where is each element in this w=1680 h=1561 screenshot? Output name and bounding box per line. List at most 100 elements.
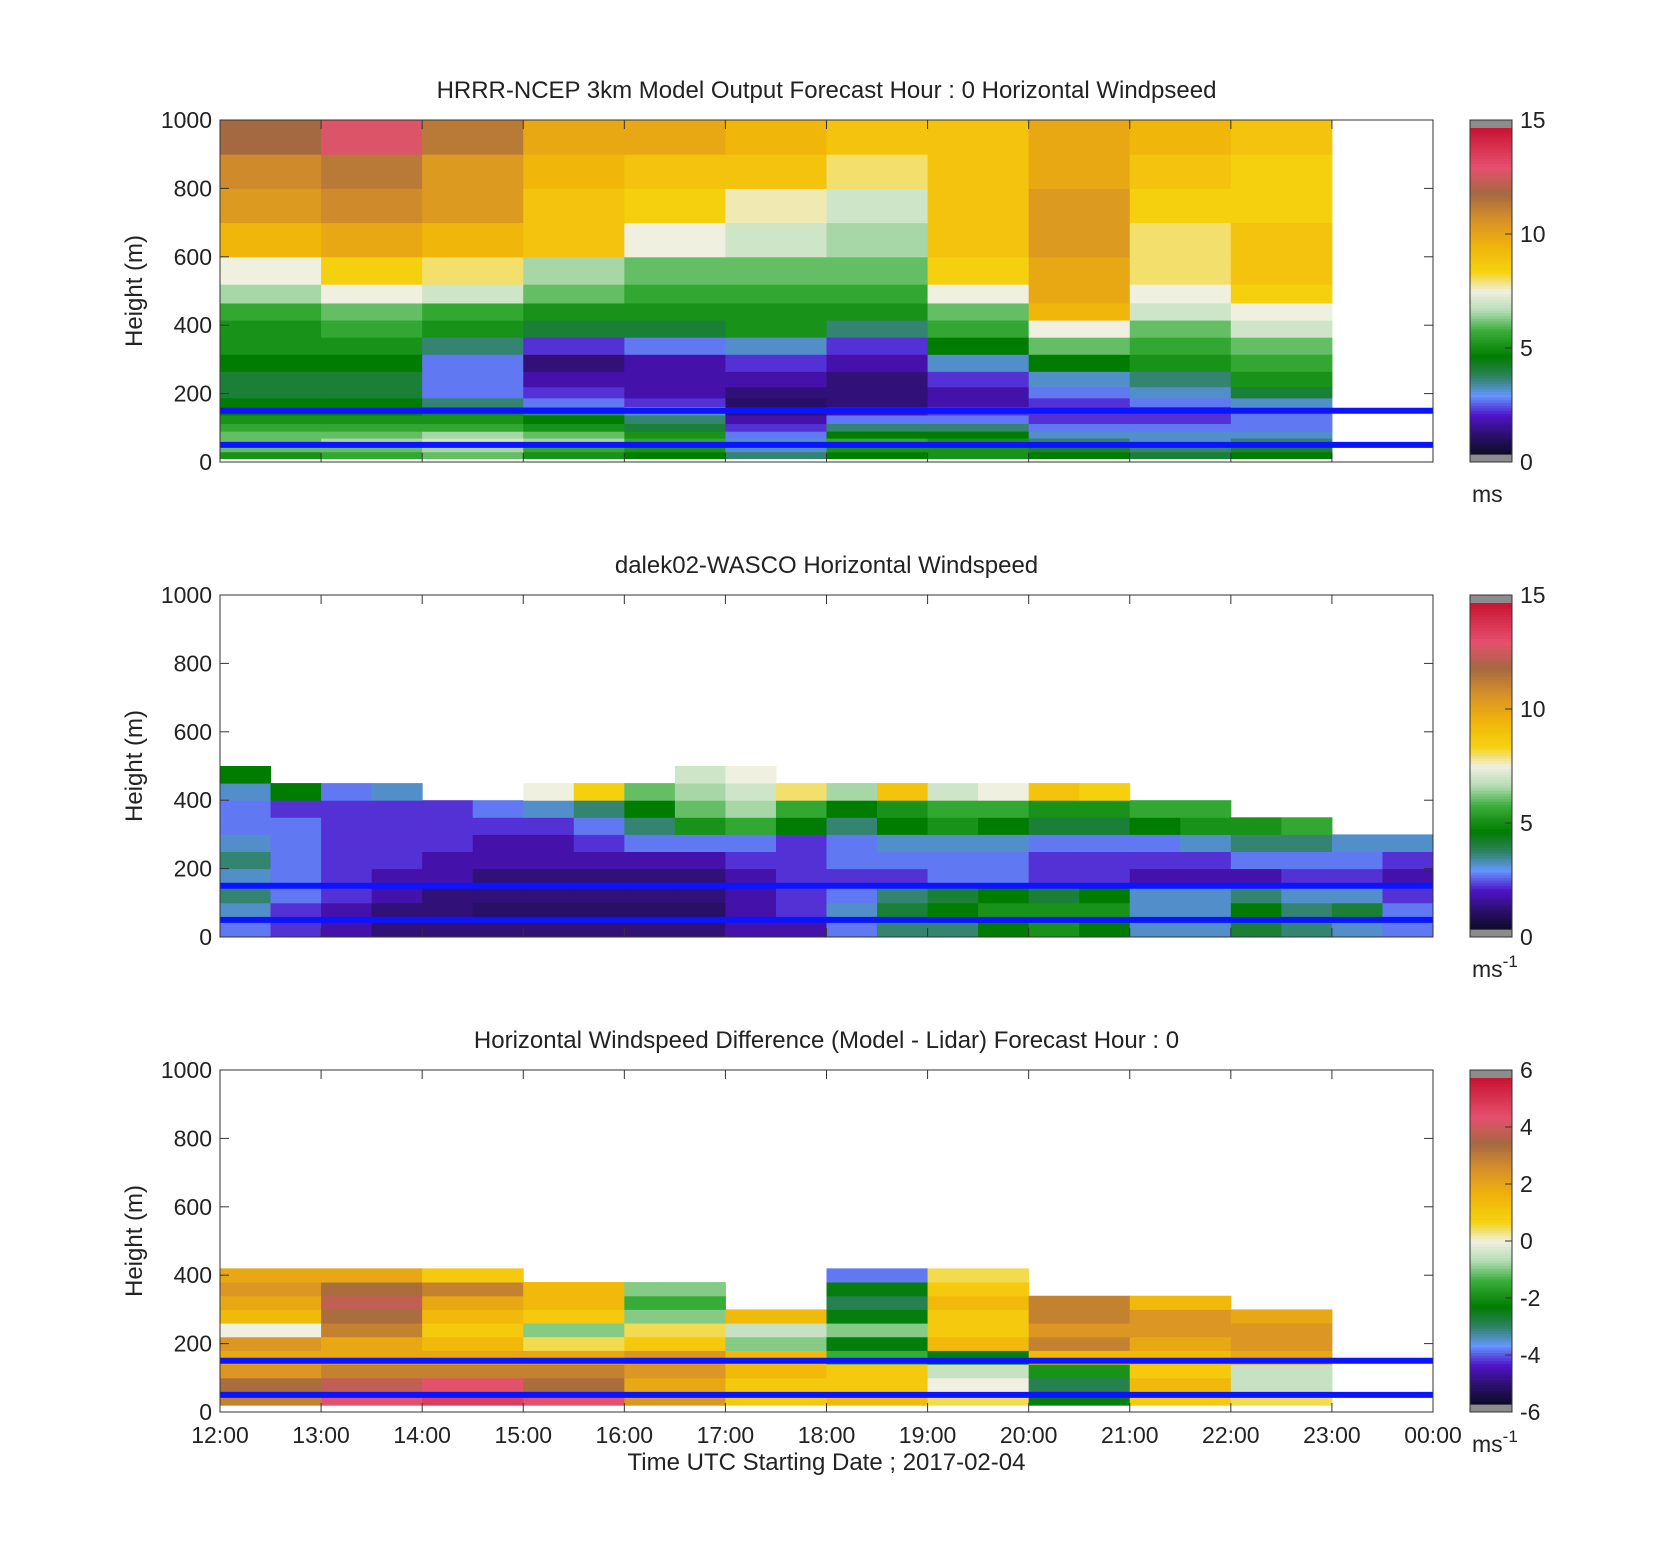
heatmap-cell — [927, 1295, 1030, 1310]
colorbar-unit: ms-1 — [1472, 1427, 1518, 1457]
colorbar-segment — [1470, 771, 1512, 775]
heatmap-cell — [725, 766, 777, 784]
colorbar-cap — [1470, 595, 1512, 603]
heatmap-cell — [371, 800, 423, 818]
colorbar-segment — [1470, 380, 1512, 384]
heatmap-cell — [927, 851, 979, 870]
colorbar-segment — [1470, 926, 1512, 930]
heatmap-cell — [1028, 885, 1080, 904]
colorbar-segment — [1470, 725, 1512, 729]
heatmap-cell — [624, 337, 726, 355]
x-tick-label: 22:00 — [1202, 1422, 1260, 1448]
colorbar-segment — [1470, 1194, 1512, 1199]
colorbar-segment — [1470, 1148, 1512, 1152]
colorbar-segment — [1470, 1322, 1512, 1326]
heatmap-cell — [725, 431, 827, 439]
heatmap-cell — [321, 919, 373, 938]
heatmap-cell — [220, 817, 272, 835]
heatmap-cell — [422, 284, 524, 304]
heatmap-cell — [220, 1377, 322, 1392]
heatmap-cell — [220, 154, 322, 189]
heatmap-cell — [573, 885, 625, 904]
colorbar-segment — [1470, 1083, 1512, 1087]
colorbar-segment — [1470, 399, 1512, 403]
heatmap-cell — [1028, 851, 1080, 870]
heatmap-cell — [1129, 284, 1232, 304]
colorbar-segment — [1470, 386, 1512, 390]
heatmap-cell — [725, 1364, 827, 1379]
heatmap-cell — [321, 431, 423, 439]
colorbar-segment — [1470, 358, 1512, 363]
colorbar-segment — [1470, 337, 1512, 341]
heatmap-cell — [978, 783, 1030, 801]
colorbar-segment — [1470, 212, 1512, 216]
heatmap-cell — [1028, 414, 1131, 425]
colorbar-tick-label: 2 — [1520, 1171, 1533, 1197]
heatmap-cell — [1129, 902, 1181, 921]
heatmap-cell — [624, 438, 726, 446]
colorbar-segment — [1470, 179, 1512, 183]
colorbar-segment — [1470, 445, 1512, 450]
colorbar-segment — [1470, 369, 1512, 374]
heatmap-cell — [1230, 451, 1333, 460]
heatmap-cell — [573, 783, 625, 801]
heatmap-cell — [1129, 1364, 1232, 1379]
heatmap-cell — [523, 256, 625, 285]
heatmap-cell — [1028, 1295, 1131, 1310]
heatmap-cell — [1129, 444, 1232, 453]
colorbar-segment — [1470, 318, 1512, 322]
heatmap-cell — [1079, 834, 1131, 852]
heatmap-cell — [371, 851, 423, 870]
colorbar-segment — [1470, 730, 1512, 734]
colorbar-segment — [1470, 1110, 1512, 1114]
colorbar-segment — [1470, 166, 1512, 170]
colorbar-segment — [1470, 858, 1512, 862]
heatmap-cell — [927, 371, 1030, 388]
colorbar-tick-label: 0 — [1520, 924, 1533, 950]
heatmap-cell — [826, 817, 878, 835]
colorbar-segment — [1470, 1384, 1512, 1389]
heatmap-cell — [826, 851, 878, 870]
heatmap-cell — [826, 1268, 929, 1283]
y-tick-label: 1000 — [161, 1057, 212, 1083]
colorbar-segment — [1470, 195, 1512, 200]
heatmap-cell — [422, 397, 524, 407]
heatmap-cell — [775, 783, 827, 801]
heatmap-cell — [674, 834, 726, 852]
heatmap-cell — [220, 1295, 322, 1310]
heatmap-cell — [826, 386, 929, 399]
x-tick-label: 00:00 — [1404, 1422, 1462, 1448]
heatmap-cell — [978, 885, 1030, 904]
heatmap-cell — [1129, 1323, 1232, 1338]
colorbar-segment — [1470, 157, 1512, 162]
heatmap-cell — [1079, 783, 1131, 801]
colorbar-segment — [1470, 339, 1512, 344]
heatmap-cell — [775, 851, 827, 870]
colorbar-segment — [1470, 383, 1512, 387]
colorbar-segment — [1470, 421, 1512, 425]
colorbar-segment — [1470, 812, 1512, 816]
colorbar-segment — [1470, 1284, 1512, 1288]
colorbar-segment — [1470, 1355, 1512, 1359]
colorbar-segment — [1470, 269, 1512, 273]
colorbar-segment — [1470, 312, 1512, 317]
colorbar-segment — [1470, 1126, 1512, 1131]
heatmap-cell — [220, 1323, 322, 1338]
colorbar-segment — [1470, 844, 1512, 849]
colorbar-segment — [1470, 263, 1512, 268]
colorbar-tick-label: 5 — [1520, 810, 1533, 836]
heatmap-cell — [725, 423, 827, 432]
colorbar-segment — [1470, 1097, 1512, 1101]
y-axis-label: Height (m) — [121, 235, 148, 347]
heatmap-cell — [523, 1309, 625, 1324]
heatmap-cell — [877, 834, 929, 852]
heatmap-cell — [826, 431, 929, 439]
heatmap-cell — [1028, 423, 1131, 432]
heatmap-cell — [1028, 302, 1131, 321]
colorbar-segment — [1470, 1257, 1512, 1261]
colorbar-segment — [1470, 1317, 1512, 1321]
heatmap-cell — [1230, 222, 1333, 258]
heatmap-cell — [523, 817, 575, 835]
heatmap-cell — [321, 444, 423, 453]
heatmap-cell — [1079, 885, 1131, 904]
